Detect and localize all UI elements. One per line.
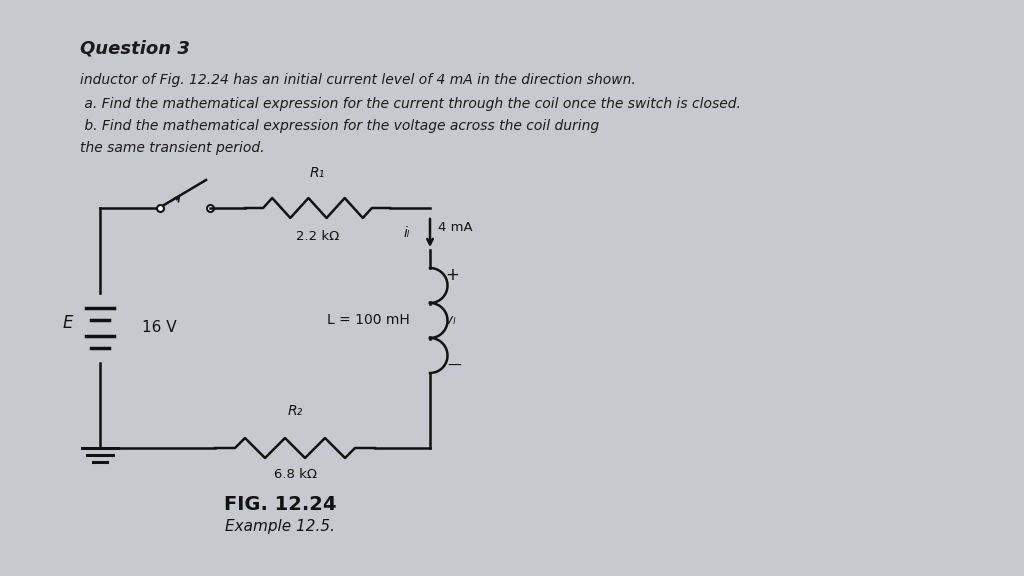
Text: b. Find the mathematical expression for the voltage across the coil during: b. Find the mathematical expression for … (80, 119, 599, 133)
Text: +: + (445, 267, 459, 285)
Text: L = 100 mH: L = 100 mH (328, 313, 410, 328)
Text: 6.8 kΩ: 6.8 kΩ (273, 468, 316, 481)
Text: FIG. 12.24: FIG. 12.24 (224, 495, 336, 513)
Text: —: — (447, 358, 461, 373)
Text: a. Find the mathematical expression for the current through the coil once the sw: a. Find the mathematical expression for … (80, 97, 741, 111)
Text: R₂: R₂ (288, 404, 303, 418)
Text: iₗ: iₗ (403, 226, 410, 240)
Text: R₁: R₁ (310, 166, 326, 180)
Text: 16 V: 16 V (142, 320, 176, 335)
Text: E: E (62, 314, 74, 332)
Text: vₗ: vₗ (445, 313, 456, 328)
Text: 2.2 kΩ: 2.2 kΩ (296, 230, 339, 243)
Text: 4 mA: 4 mA (438, 221, 473, 234)
Text: inductor of Fig. 12.24 has an initial current level of 4 mA in the direction sho: inductor of Fig. 12.24 has an initial cu… (80, 73, 636, 87)
Text: Question 3: Question 3 (80, 39, 189, 57)
Text: the same transient period.: the same transient period. (80, 141, 264, 155)
Text: Example 12.5.: Example 12.5. (225, 518, 335, 533)
